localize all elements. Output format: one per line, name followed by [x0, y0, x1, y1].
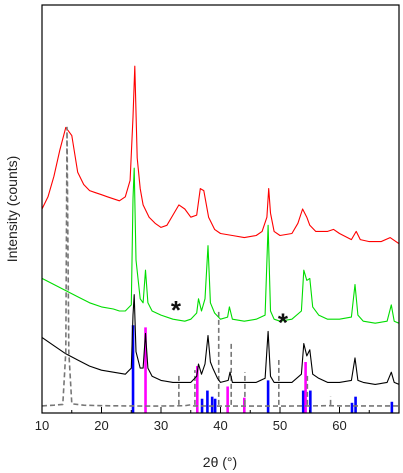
x-tick-label-3: 40 — [213, 418, 227, 433]
series-line-2 — [42, 294, 399, 385]
x-tick-label-2: 30 — [154, 418, 168, 433]
y-axis-title: Intensity (counts) — [4, 156, 20, 263]
x-tick-label-5: 60 — [332, 418, 346, 433]
series-line-3 — [42, 126, 399, 407]
plot-frame — [41, 4, 400, 414]
x-axis-title: 2θ (°) — [203, 454, 237, 470]
x-tick-label-4: 50 — [273, 418, 287, 433]
x-ticks-layer: 10 20 30 40 50 60 — [35, 407, 370, 433]
reference-lines-layer — [131, 311, 394, 413]
annotation-marker-0: * — [171, 295, 182, 325]
annotations-layer: * * — [171, 295, 289, 337]
annotation-marker-1: * — [278, 307, 289, 337]
x-tick-label-0: 10 — [35, 418, 49, 433]
series-line-1 — [42, 167, 399, 324]
series-layer — [42, 65, 399, 407]
series-line-0 — [42, 65, 399, 245]
x-tick-label-1: 20 — [94, 418, 108, 433]
